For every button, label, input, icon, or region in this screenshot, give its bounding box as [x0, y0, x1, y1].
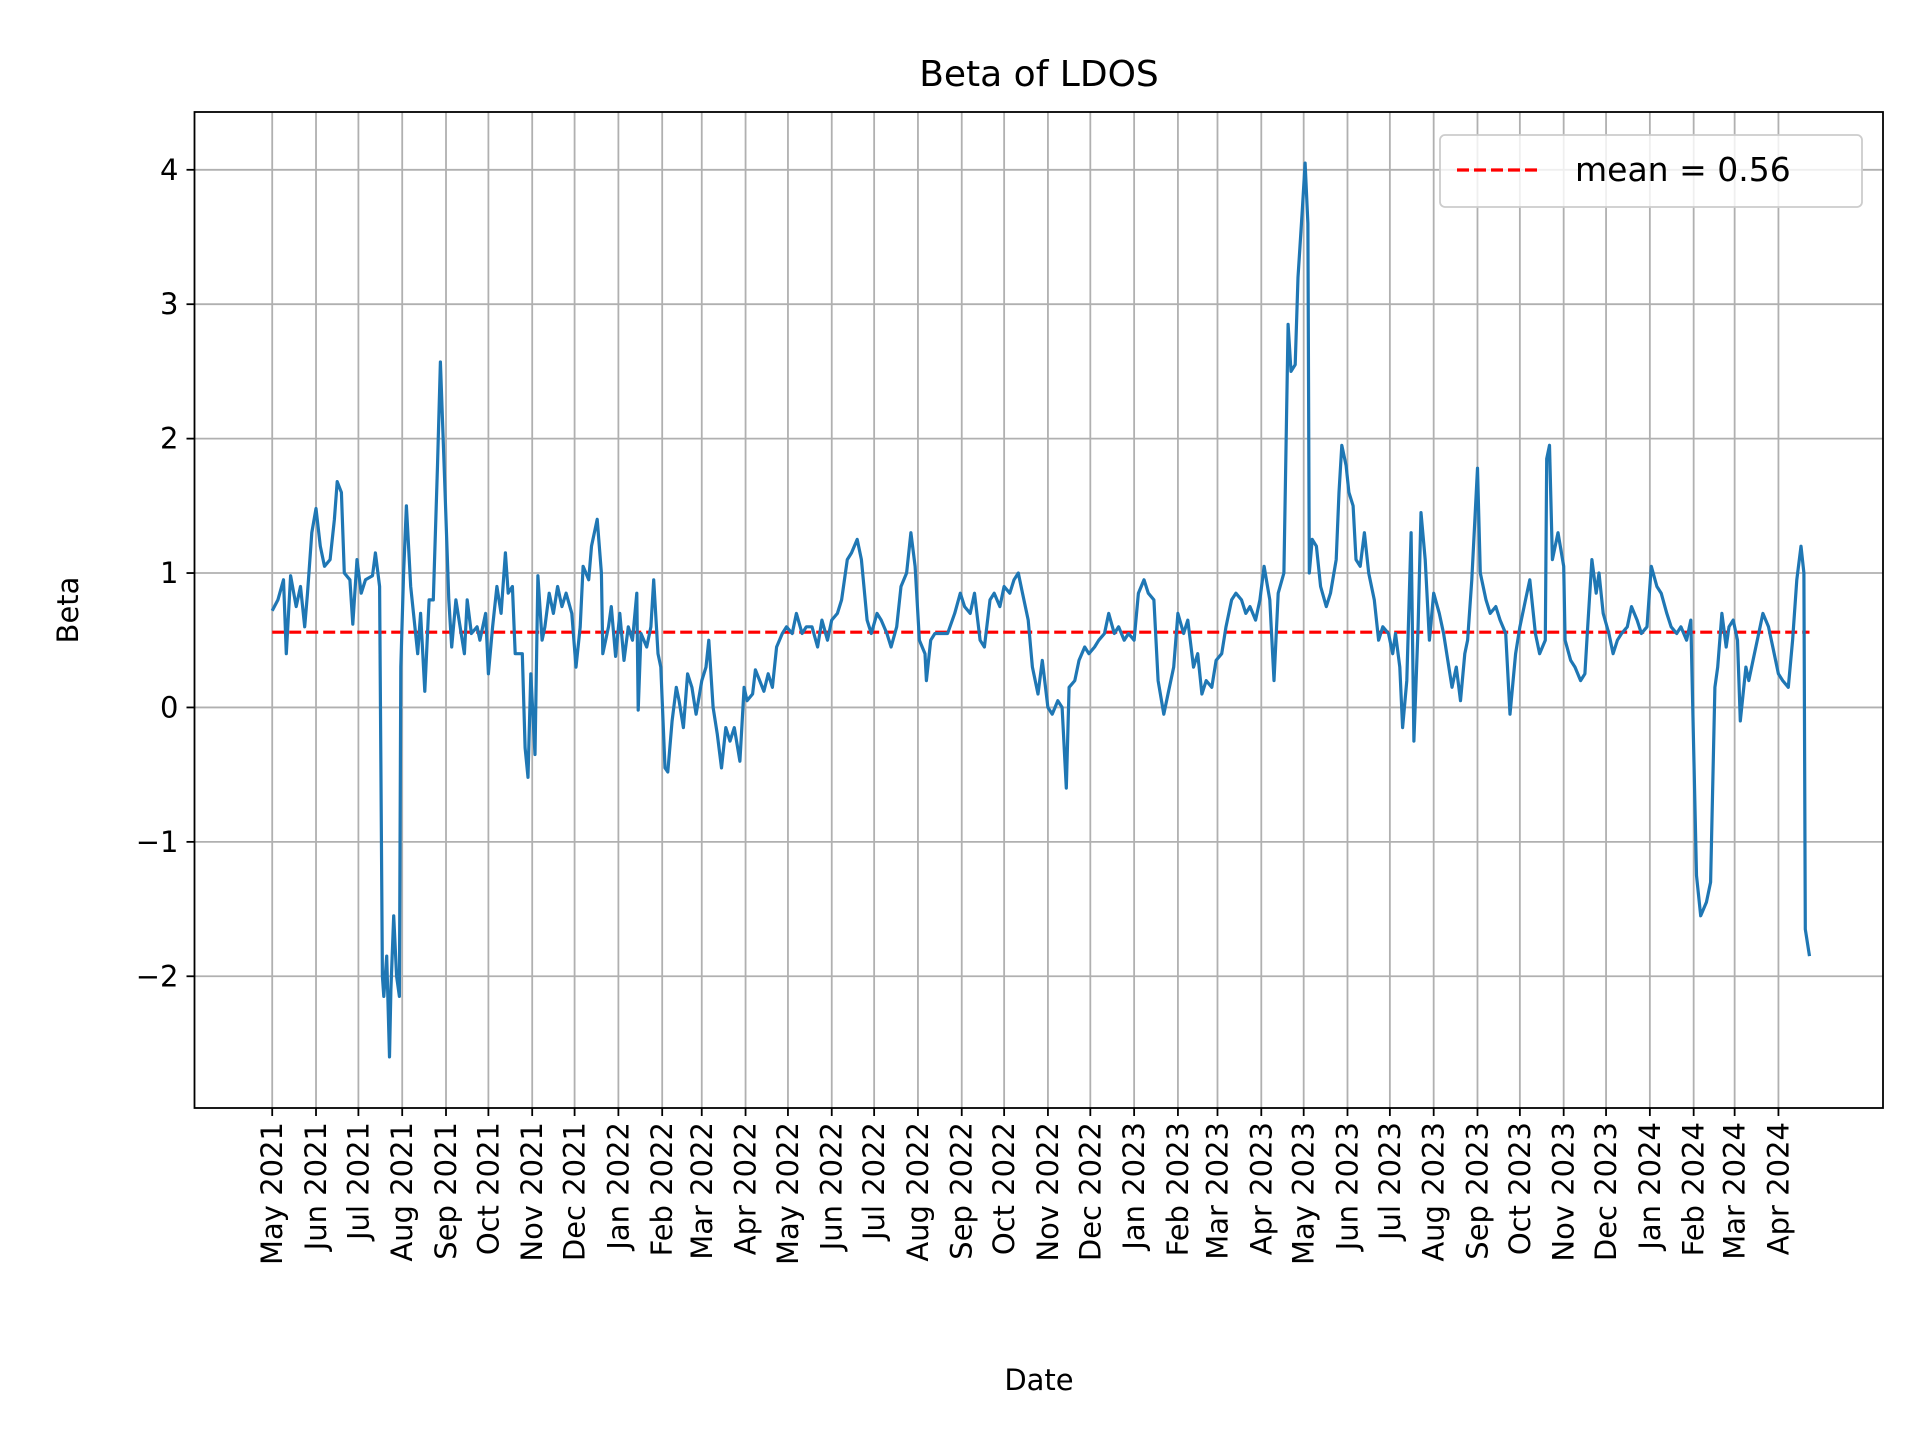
beta-series-line	[270, 161, 1812, 1059]
x-tick-label: Feb 2024	[1677, 1122, 1711, 1256]
x-tick-label: Dec 2021	[558, 1122, 592, 1261]
x-tick-label: Dec 2023	[1589, 1122, 1623, 1261]
chart-title: Beta of LDOS	[919, 54, 1159, 95]
x-tick-label: Feb 2023	[1161, 1122, 1195, 1256]
x-tick-label: Dec 2022	[1073, 1122, 1107, 1261]
x-tick-label: Aug 2021	[385, 1122, 419, 1262]
x-tick-label: Nov 2021	[515, 1122, 549, 1262]
x-tick-label: Jan 2022	[601, 1122, 635, 1252]
legend-mean-label: mean = 0.56	[1575, 150, 1791, 189]
x-tick-label: Jul 2021	[341, 1122, 375, 1242]
x-tick-label: Apr 2022	[729, 1122, 763, 1255]
x-tick-label: Apr 2024	[1761, 1122, 1795, 1255]
x-axis: May 2021 Jun 2021 Jul 2021 Aug 2021 Sep 2021…	[255, 1108, 1795, 1265]
x-tick-label: May 2021	[255, 1122, 289, 1265]
legend-box	[1439, 134, 1863, 208]
x-tick-label: Oct 2023	[1503, 1122, 1537, 1255]
x-tick-label: Oct 2021	[471, 1122, 505, 1255]
legend: mean = 0.56	[1439, 134, 1863, 208]
x-tick-label: Jun 2023	[1330, 1122, 1364, 1252]
y-axis: −2 −1 0 1 2 3 4	[136, 153, 195, 993]
y-tick-label: −1	[136, 825, 179, 859]
x-tick-label: May 2022	[771, 1122, 805, 1265]
y-tick-label: 3	[160, 287, 178, 321]
y-tick-label: −2	[136, 959, 179, 993]
y-tick-label: 1	[160, 556, 178, 590]
x-tick-label: Nov 2023	[1547, 1122, 1581, 1262]
x-tick-label: Jul 2022	[857, 1122, 891, 1242]
x-axis-label: Date	[1004, 1363, 1073, 1397]
x-tick-label: May 2023	[1287, 1122, 1321, 1265]
y-tick-label: 0	[160, 690, 178, 724]
x-tick-label: Aug 2022	[901, 1122, 935, 1262]
y-axis-label: Beta	[51, 577, 85, 644]
x-tick-label: Apr 2023	[1244, 1122, 1278, 1255]
x-tick-label: Mar 2022	[685, 1122, 719, 1260]
x-tick-label: Sep 2021	[429, 1122, 463, 1260]
x-tick-label: Mar 2024	[1718, 1122, 1752, 1260]
x-tick-label: Aug 2023	[1417, 1122, 1451, 1262]
x-tick-label: Oct 2022	[987, 1122, 1021, 1255]
x-tick-label: Mar 2023	[1200, 1122, 1234, 1260]
y-tick-label: 2	[160, 422, 178, 456]
y-tick-label: 4	[160, 153, 178, 187]
x-tick-label: Jun 2022	[815, 1122, 849, 1252]
grid	[194, 112, 1883, 1108]
x-tick-label: Nov 2022	[1031, 1122, 1065, 1262]
x-tick-label: Jan 2023	[1117, 1122, 1151, 1252]
x-tick-label: Feb 2022	[645, 1122, 679, 1256]
x-tick-label: Sep 2022	[945, 1122, 979, 1260]
axes-frame	[193, 111, 1884, 1109]
x-tick-label: Sep 2023	[1460, 1122, 1494, 1260]
x-tick-label: Jun 2021	[299, 1122, 333, 1252]
x-tick-label: Jul 2023	[1373, 1122, 1407, 1242]
x-tick-label: Jan 2024	[1633, 1122, 1667, 1252]
